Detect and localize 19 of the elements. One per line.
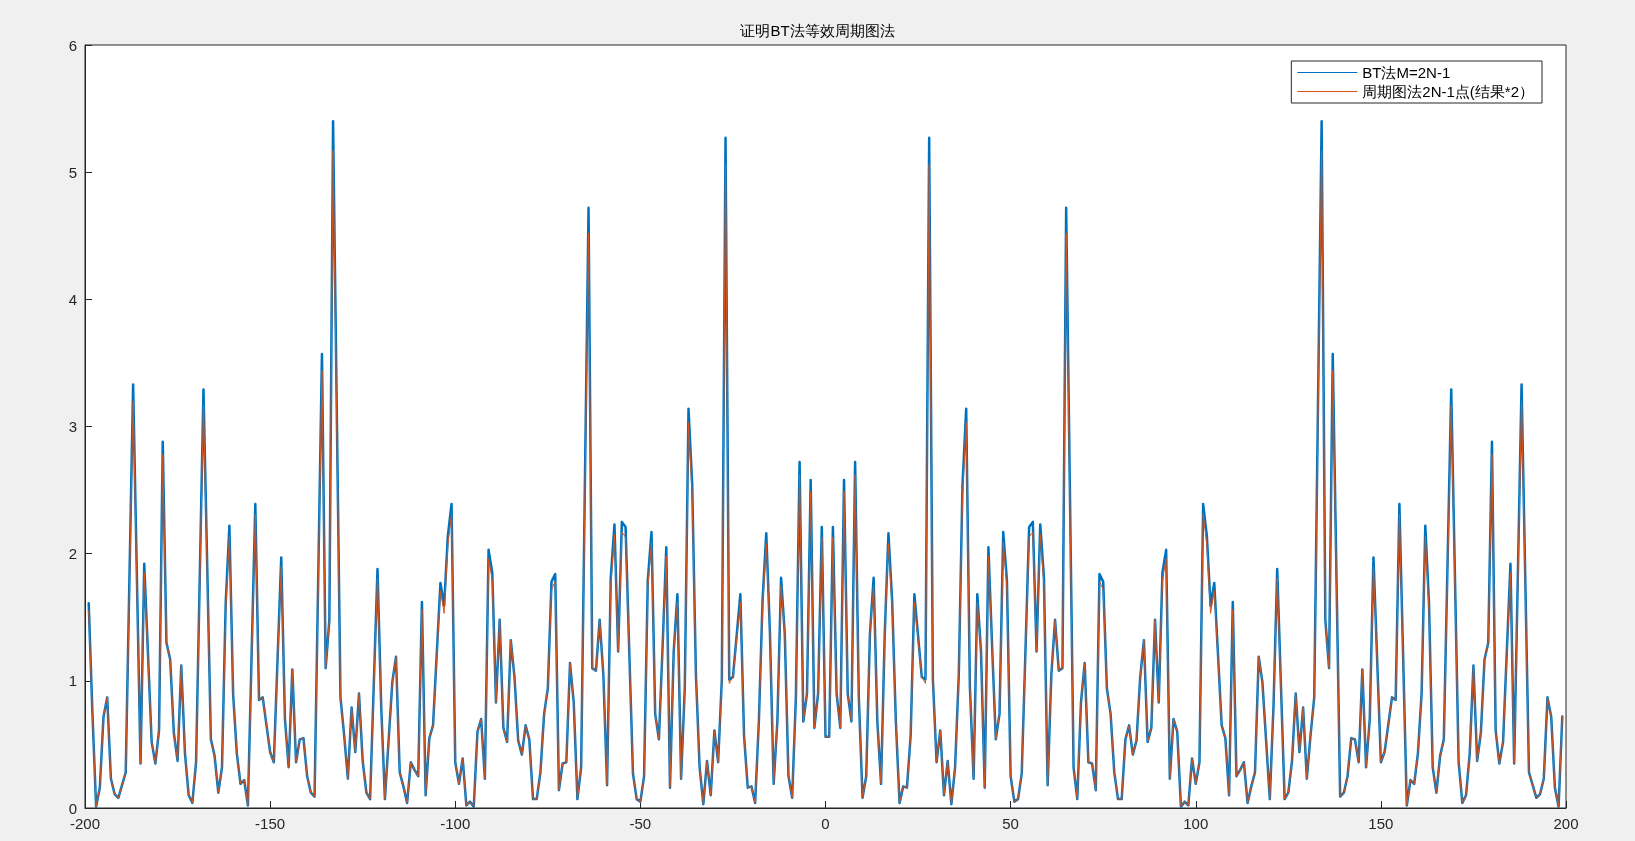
x-tick-label: 150 (1368, 815, 1394, 832)
y-tick-label: 1 (68, 672, 77, 690)
x-tick-label: 50 (1002, 815, 1019, 832)
y-tick-label: 5 (68, 163, 77, 181)
x-tick-label: -100 (440, 815, 471, 832)
y-tick-label: 2 (68, 545, 77, 563)
x-tick-label: 200 (1553, 815, 1579, 832)
legend-label: BT法M=2N-1 (1362, 64, 1451, 81)
x-tick-label: -200 (69, 815, 101, 832)
y-tick-label: 6 (68, 36, 77, 54)
x-tick-label: -50 (629, 815, 652, 832)
x-tick-label: -150 (255, 815, 286, 832)
y-tick-label: 3 (68, 418, 77, 435)
x-tick-label: 100 (1183, 815, 1209, 832)
y-tick-label: 4 (68, 290, 77, 308)
y-tick-label: 0 (68, 799, 77, 817)
legend-label: 周期图法2N-1点(结果*2） (1362, 83, 1534, 100)
x-tick-label: 0 (821, 815, 830, 832)
chart-title: 证明BT法等效周期图法 (740, 22, 895, 39)
